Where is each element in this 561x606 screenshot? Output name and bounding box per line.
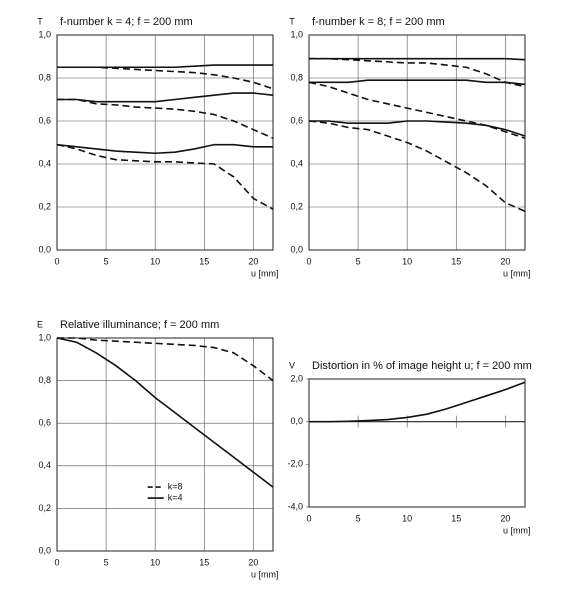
x-tick-label: 15 <box>199 557 209 567</box>
y-axis-label: T <box>37 16 43 26</box>
x-tick-label: 20 <box>500 256 510 266</box>
plot-frame <box>308 34 526 251</box>
y-axis-label: E <box>37 319 43 329</box>
y-tick-label: 0,0 <box>38 545 51 555</box>
y-tick-label: 0,2 <box>290 201 303 211</box>
plot-frame <box>308 378 526 508</box>
plot-frame <box>56 34 274 251</box>
x-tick-label: 20 <box>500 513 510 523</box>
x-tick-label: 5 <box>104 557 109 567</box>
y-tick-label: 0,0 <box>290 244 303 254</box>
y-tick-label: 0,6 <box>38 115 51 125</box>
y-tick-label: 0,6 <box>290 115 303 125</box>
y-tick-label: 0,4 <box>290 158 303 168</box>
x-tick-label: 15 <box>451 256 461 266</box>
x-axis-label: u [mm] <box>251 569 279 579</box>
y-axis-label: V <box>289 360 295 370</box>
chart-title: Relative illuminance; f = 200 mm <box>60 319 219 331</box>
y-tick-label: 0,4 <box>38 460 51 470</box>
series-line <box>57 98 274 139</box>
x-axis-label: u [mm] <box>251 268 279 278</box>
x-axis-label: u [mm] <box>503 525 531 535</box>
x-axis-label: u [mm] <box>503 268 531 278</box>
chart-title: f-number k = 4; f = 200 mm <box>60 16 193 28</box>
series-line <box>309 120 526 137</box>
chart-title: Distortion in % of image height u; f = 2… <box>312 360 532 372</box>
legend-label: k=8 <box>168 481 183 491</box>
x-tick-label: 10 <box>402 256 412 266</box>
y-tick-label: -4,0 <box>287 501 303 511</box>
y-tick-label: 0,0 <box>38 244 51 254</box>
x-tick-label: 10 <box>402 513 412 523</box>
y-tick-label: 0,2 <box>38 503 51 513</box>
series-line <box>57 66 274 90</box>
y-tick-label: 0,8 <box>38 375 51 385</box>
series-line <box>308 81 526 139</box>
x-tick-label: 0 <box>54 256 59 266</box>
x-tick-label: 20 <box>248 256 258 266</box>
y-tick-label: 0,2 <box>38 201 51 211</box>
x-tick-label: 15 <box>199 256 209 266</box>
y-tick-label: 0,0 <box>290 416 303 426</box>
series-line <box>308 120 526 213</box>
series-line <box>57 64 273 69</box>
x-tick-label: 5 <box>356 513 361 523</box>
series-line <box>56 337 274 488</box>
x-tick-label: 0 <box>54 557 59 567</box>
chart-title: f-number k = 8; f = 200 mm <box>312 16 445 28</box>
series-line <box>57 337 274 382</box>
series-line <box>309 79 526 86</box>
legend-label: k=4 <box>168 492 183 502</box>
x-tick-label: 10 <box>150 256 160 266</box>
series-line <box>309 57 526 61</box>
series-line <box>56 143 273 155</box>
series-line <box>56 143 274 210</box>
y-axis-label: T <box>289 16 295 26</box>
x-tick-label: 20 <box>248 557 258 567</box>
x-tick-label: 15 <box>451 513 461 523</box>
plot-frame <box>56 337 274 552</box>
series-line <box>309 381 526 423</box>
y-tick-label: 2,0 <box>290 373 303 383</box>
y-tick-label: -2,0 <box>287 459 303 469</box>
y-tick-label: 0,8 <box>38 72 51 82</box>
y-tick-label: 1,0 <box>38 29 51 39</box>
x-tick-label: 5 <box>104 256 109 266</box>
x-tick-label: 0 <box>306 256 311 266</box>
y-tick-label: 1,0 <box>38 332 51 342</box>
series-line <box>309 57 526 88</box>
y-tick-label: 1,0 <box>290 29 303 39</box>
y-tick-label: 0,8 <box>290 72 303 82</box>
series-line <box>57 92 274 103</box>
y-tick-label: 0,4 <box>38 158 51 168</box>
x-tick-label: 5 <box>356 256 361 266</box>
x-tick-label: 0 <box>306 513 311 523</box>
y-tick-label: 0,6 <box>38 418 51 428</box>
x-tick-label: 10 <box>150 557 160 567</box>
